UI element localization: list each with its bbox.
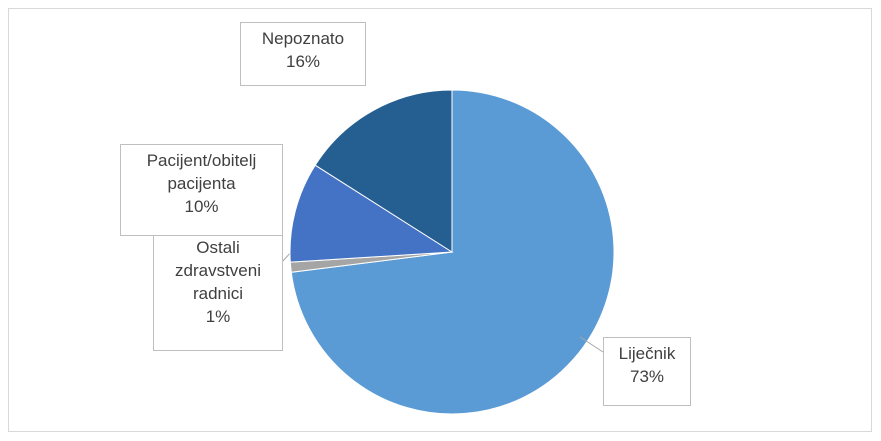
label-name: Liječnik [618,344,676,363]
label-name: Nepoznato [261,29,345,48]
label-name: Pacijent/obitelj pacijenta [146,151,257,193]
label-value: 16% [285,52,321,71]
label-value: 1% [205,307,231,326]
label-name: Ostali zdravstveni radnici [175,238,261,303]
data-label: Pacijent/obitelj pacijenta 10% [120,144,283,236]
pie-slice [289,164,454,263]
leader-line [579,336,604,353]
pie-slice [314,89,453,253]
chart-frame [8,8,872,432]
data-label: Liječnik 73% [603,337,691,406]
data-label: Ostali zdravstveni radnici 1% [153,231,283,351]
data-label: Nepoznato 16% [240,22,366,86]
label-value: 73% [629,367,665,386]
label-value: 10% [184,197,219,216]
